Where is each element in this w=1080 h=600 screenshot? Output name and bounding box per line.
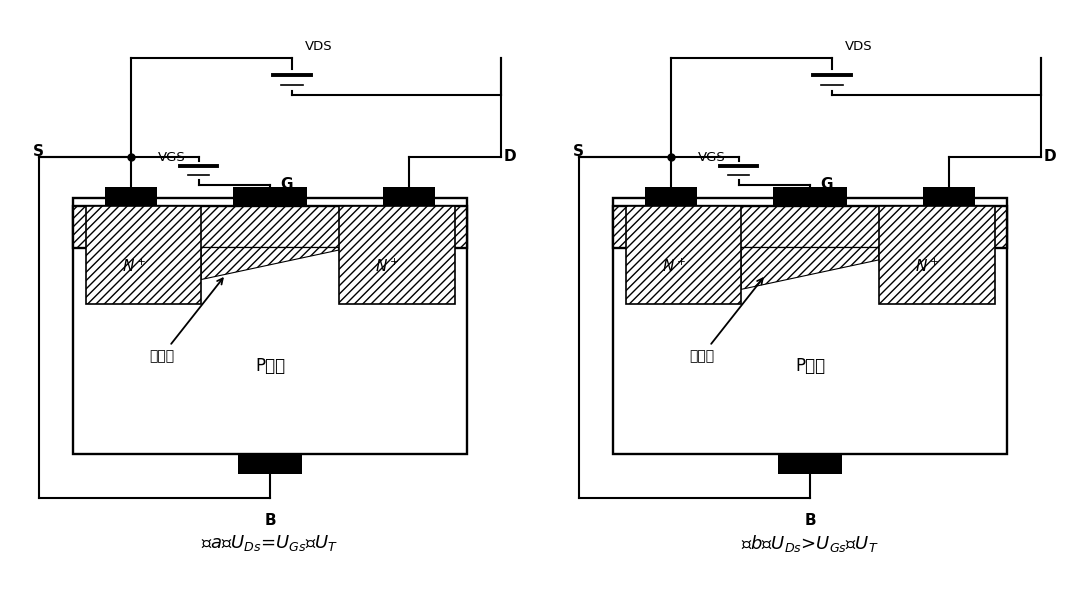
- Text: D: D: [503, 149, 516, 164]
- Bar: [238, 455, 302, 474]
- Bar: [923, 187, 975, 206]
- Bar: [613, 206, 1007, 248]
- Bar: [645, 187, 697, 206]
- Bar: [879, 206, 995, 304]
- Text: （b）$U_{Ds}$>$U_{Gs}$－$U_{T}$: （b）$U_{Ds}$>$U_{Gs}$－$U_{T}$: [741, 533, 879, 554]
- Text: VGS: VGS: [698, 151, 726, 164]
- Text: $N^+$: $N^+$: [375, 258, 400, 275]
- Bar: [778, 455, 842, 474]
- Bar: [383, 187, 435, 206]
- Bar: [625, 206, 741, 304]
- Bar: [613, 199, 1007, 454]
- Text: VGS: VGS: [158, 151, 186, 164]
- Text: VDS: VDS: [306, 40, 333, 53]
- Bar: [773, 187, 847, 206]
- Bar: [339, 206, 455, 304]
- Text: D: D: [1043, 149, 1056, 164]
- Text: S: S: [572, 144, 583, 159]
- Text: VDS: VDS: [846, 40, 873, 53]
- Text: G: G: [280, 177, 293, 192]
- Polygon shape: [201, 248, 339, 280]
- Text: $N^+$: $N^+$: [122, 258, 146, 275]
- Polygon shape: [741, 248, 879, 289]
- Text: P衬底: P衬底: [255, 356, 285, 374]
- Bar: [85, 206, 201, 304]
- Bar: [233, 187, 307, 206]
- Text: $N^+$: $N^+$: [915, 258, 940, 275]
- Text: 耗尽层: 耗尽层: [689, 278, 762, 363]
- Bar: [73, 206, 467, 248]
- Text: （a）$U_{Ds}$=$U_{Gs}$－$U_{T}$: （a）$U_{Ds}$=$U_{Gs}$－$U_{T}$: [201, 533, 339, 553]
- Text: 耗尽层: 耗尽层: [149, 278, 222, 363]
- Text: $N^+$: $N^+$: [662, 258, 686, 275]
- Text: B: B: [265, 513, 275, 528]
- Text: S: S: [32, 144, 43, 159]
- Text: G: G: [820, 177, 833, 192]
- Bar: [73, 199, 467, 454]
- Text: B: B: [805, 513, 815, 528]
- Text: P衬底: P衬底: [795, 356, 825, 374]
- Bar: [105, 187, 157, 206]
